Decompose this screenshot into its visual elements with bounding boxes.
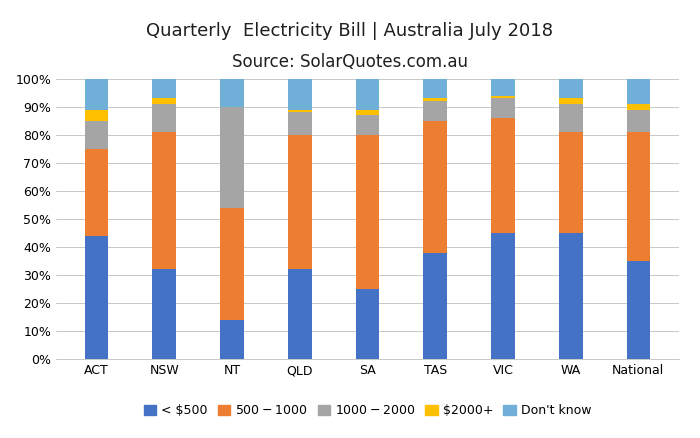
Bar — [626, 79, 650, 104]
Text: Source: SolarQuotes.com.au: Source: SolarQuotes.com.au — [232, 53, 468, 71]
Bar — [559, 132, 582, 233]
Bar — [424, 253, 447, 359]
Bar — [491, 95, 514, 99]
Bar — [491, 118, 514, 233]
Bar — [356, 289, 379, 359]
Bar — [220, 79, 244, 107]
Legend: < $500, $500 - $1000, $1000- $2000, $2000+, Don't know: < $500, $500 - $1000, $1000- $2000, $200… — [139, 399, 596, 422]
Bar — [356, 79, 379, 110]
Bar — [85, 110, 108, 121]
Bar — [153, 269, 176, 359]
Bar — [559, 233, 582, 359]
Bar — [559, 99, 582, 104]
Bar — [85, 121, 108, 149]
Bar — [288, 113, 312, 135]
Bar — [220, 107, 244, 208]
Bar — [288, 79, 312, 110]
Bar — [626, 110, 650, 132]
Bar — [491, 79, 514, 95]
Bar — [356, 110, 379, 115]
Bar — [153, 104, 176, 132]
Bar — [356, 115, 379, 135]
Bar — [491, 233, 514, 359]
Bar — [424, 79, 447, 99]
Bar — [288, 110, 312, 113]
Bar — [220, 320, 244, 359]
Bar — [356, 135, 379, 289]
Bar — [424, 99, 447, 101]
Bar — [153, 132, 176, 269]
Bar — [491, 99, 514, 118]
Bar — [559, 104, 582, 132]
Bar — [153, 99, 176, 104]
Bar — [220, 208, 244, 320]
Bar — [626, 261, 650, 359]
Bar — [626, 132, 650, 261]
Bar — [559, 79, 582, 99]
Bar — [424, 101, 447, 121]
Bar — [424, 121, 447, 253]
Text: Quarterly  Electricity Bill | Australia July 2018: Quarterly Electricity Bill | Australia J… — [146, 22, 554, 40]
Bar — [85, 149, 108, 236]
Bar — [153, 79, 176, 99]
Bar — [288, 269, 312, 359]
Bar — [288, 135, 312, 269]
Bar — [85, 79, 108, 110]
Bar — [626, 104, 650, 110]
Bar — [85, 236, 108, 359]
